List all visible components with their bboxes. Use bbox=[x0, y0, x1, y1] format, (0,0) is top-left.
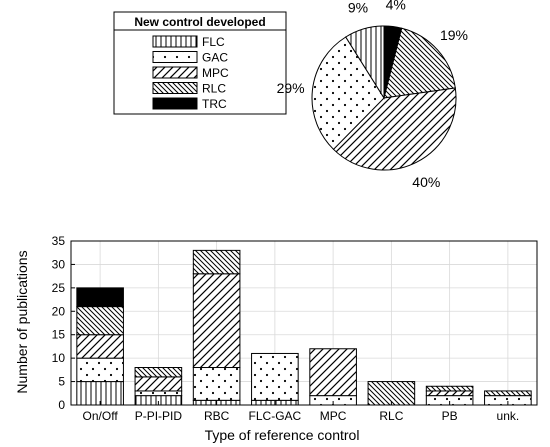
legend-label-mpc: MPC bbox=[202, 66, 229, 80]
legend-label-gac: GAC bbox=[202, 51, 228, 65]
pie-slice-rlc bbox=[383, 27, 456, 99]
bar-mpc-mpc bbox=[309, 348, 357, 397]
y-tick-label: 25 bbox=[52, 281, 66, 295]
bar-pb-rlc bbox=[425, 385, 474, 392]
pie-label-rlc: 19% bbox=[440, 27, 468, 43]
pie-slice-mpc bbox=[332, 87, 457, 171]
bar-rbc-mpc bbox=[192, 273, 241, 369]
x-tick-label-on-off: On/Off bbox=[83, 409, 119, 423]
pie-label-flc: 9% bbox=[348, 0, 368, 16]
pie-label-gac: 29% bbox=[277, 80, 305, 96]
bar-p-pi-pid-rlc bbox=[134, 367, 183, 378]
legend-frame bbox=[113, 11, 287, 115]
y-tick-label: 5 bbox=[58, 375, 65, 389]
pie-slice-gac bbox=[311, 36, 385, 151]
bar-on-off-rlc bbox=[76, 306, 124, 336]
legend-swatch-gac bbox=[152, 51, 198, 63]
bar-flc-gac-gac bbox=[251, 352, 299, 401]
x-tick-label-unk: unk. bbox=[497, 409, 520, 423]
bar-unk-rlc bbox=[484, 390, 532, 397]
x-tick-label-rlc: RLC bbox=[379, 409, 403, 423]
pie-slice-flc bbox=[345, 25, 385, 100]
pie-label-trc: 4% bbox=[386, 0, 406, 13]
bar-rbc-gac bbox=[192, 367, 241, 401]
y-tick-label: 10 bbox=[52, 351, 66, 365]
pie-label-mpc: 40% bbox=[412, 174, 440, 190]
x-tick-label-pb: PB bbox=[442, 409, 458, 423]
x-tick-label-flc-gac: FLC-GAC bbox=[249, 409, 302, 423]
x-tick-label-rbc: RBC bbox=[204, 409, 230, 423]
legend-label-flc: FLC bbox=[202, 35, 225, 49]
bar-chart: Number of publications Type of reference… bbox=[14, 234, 538, 443]
axes-frame bbox=[70, 240, 538, 406]
x-tick-label-mpc: MPC bbox=[320, 409, 347, 423]
bar-p-pi-pid-mpc bbox=[134, 376, 183, 392]
y-tick-label: 35 bbox=[52, 234, 66, 248]
bar-on-off-mpc bbox=[76, 334, 124, 359]
legend-swatch-mpc bbox=[152, 66, 198, 79]
y-tick-label: 30 bbox=[52, 257, 66, 271]
legend-swatch-trc bbox=[152, 97, 198, 110]
bar-pb-mpc bbox=[425, 390, 474, 397]
legend-swatch-flc bbox=[152, 35, 198, 48]
legend-title: New control developed bbox=[134, 15, 265, 29]
legend-swatch-rlc bbox=[152, 82, 198, 94]
y-tick-label: 20 bbox=[52, 304, 66, 318]
y-axis-label: Number of publications bbox=[14, 250, 30, 393]
bar-on-off-trc bbox=[76, 287, 124, 308]
pie-chart: 4% 19% 40% 29% 9% bbox=[277, 0, 468, 190]
legend-label-trc: TRC bbox=[202, 97, 227, 111]
x-axis-label: Type of reference control bbox=[205, 427, 360, 443]
bar-p-pi-pid-gac bbox=[134, 390, 183, 397]
legend-label-rlc: RLC bbox=[202, 82, 226, 96]
bar-rbc-rlc bbox=[192, 249, 241, 275]
x-tick-label-p-pi-pid: P-PI-PID bbox=[135, 409, 183, 423]
y-tick-label: 0 bbox=[58, 398, 65, 412]
y-tick-label: 15 bbox=[52, 328, 66, 342]
bar-on-off-gac bbox=[76, 357, 124, 383]
